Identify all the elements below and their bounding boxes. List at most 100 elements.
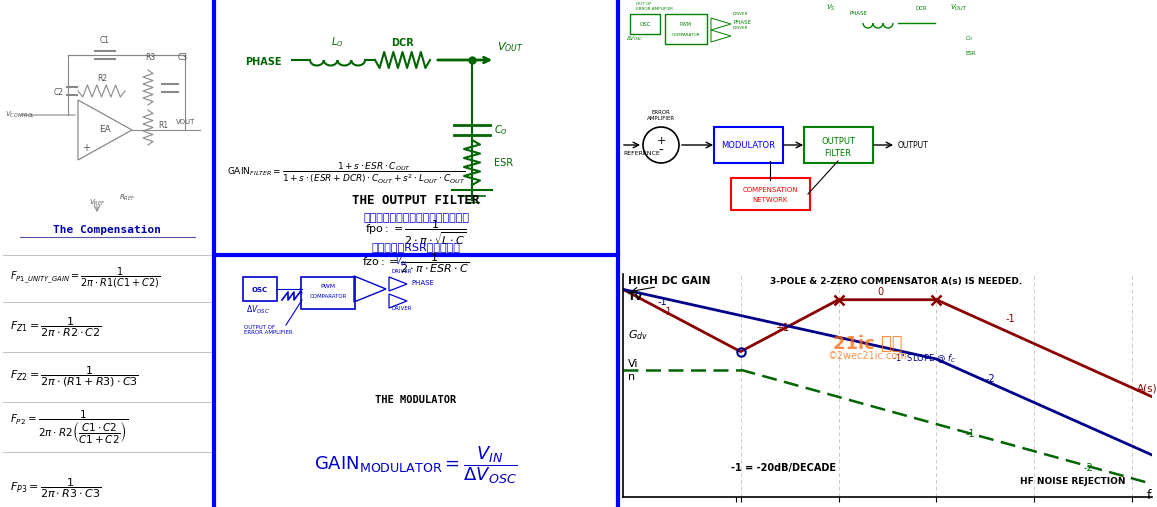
- Text: -: -: [658, 144, 663, 158]
- Text: 由输出电容RSR引起的零点: 由输出电容RSR引起的零点: [371, 242, 460, 252]
- Text: $F_{Z1} = \dfrac{1}{2\pi \cdot R2 \cdot C2}$: $F_{Z1} = \dfrac{1}{2\pi \cdot R2 \cdot …: [10, 315, 102, 339]
- Text: $R_1$: $R_1$: [641, 289, 649, 298]
- Text: A(s): A(s): [1137, 383, 1157, 393]
- Text: DRIVER: DRIVER: [391, 269, 412, 274]
- FancyBboxPatch shape: [243, 277, 277, 301]
- Text: NETWORK: NETWORK: [752, 197, 788, 203]
- Text: 3-POLE & 2-ZERO COMPENSATOR A(s) IS NEEDED.: 3-POLE & 2-ZERO COMPENSATOR A(s) IS NEED…: [769, 277, 1022, 286]
- Text: C1: C1: [100, 36, 110, 45]
- Text: $V_{REF}$: $V_{REF}$: [89, 198, 105, 208]
- Text: $C_2$: $C_2$: [686, 284, 694, 293]
- FancyBboxPatch shape: [731, 178, 810, 210]
- Text: $\Delta V_{OSC}$: $\Delta V_{OSC}$: [246, 303, 270, 315]
- Text: OSC: OSC: [252, 287, 268, 293]
- Text: +: +: [656, 136, 665, 146]
- Text: DCR: DCR: [391, 38, 414, 48]
- Text: $L_O$: $L_O$: [331, 35, 344, 49]
- Text: $V_{OUT}$: $V_{OUT}$: [950, 3, 967, 13]
- Text: COMPARATOR: COMPARATOR: [672, 33, 700, 37]
- Text: $V_{CONTROL}$: $V_{CONTROL}$: [5, 110, 36, 120]
- Text: PHASE: PHASE: [411, 280, 434, 286]
- Text: MODULATOR: MODULATOR: [721, 140, 775, 150]
- Text: OUTPUT OF
ERROR AMPLIFIER: OUTPUT OF ERROR AMPLIFIER: [244, 324, 293, 336]
- Text: $V_{REF}$: $V_{REF}$: [876, 309, 889, 318]
- Text: VOUT: VOUT: [176, 119, 196, 125]
- Text: HIGH DC GAIN: HIGH DC GAIN: [628, 276, 710, 286]
- Text: $\mathrm{fzo} := \dfrac{1}{2 \cdot \pi \cdot ESR \cdot C}$: $\mathrm{fzo} := \dfrac{1}{2 \cdot \pi \…: [362, 251, 470, 275]
- Text: Tv: Tv: [628, 292, 643, 302]
- Text: $\mathrm{GAIN}_{FILTER} = \dfrac{1 + s \cdot ESR \cdot C_{OUT}}{1 + s \cdot (ESR: $\mathrm{GAIN}_{FILTER} = \dfrac{1 + s \…: [227, 160, 465, 186]
- Text: $V_{OUT}$: $V_{OUT}$: [816, 284, 832, 293]
- Text: $\mathrm{GAIN}_{\mathrm{MODULATOR}} = \dfrac{V_{IN}}{\Delta V_{OSC}}$: $\mathrm{GAIN}_{\mathrm{MODULATOR}} = \d…: [315, 444, 517, 486]
- Text: EA: EA: [100, 126, 111, 134]
- Text: $G_{dv}$: $G_{dv}$: [628, 329, 648, 342]
- Text: $R_{REF}$: $R_{REF}$: [119, 193, 135, 203]
- Text: C2: C2: [54, 88, 64, 97]
- Text: $F_{P1\_UNITY\_GAIN} = \dfrac{1}{2\pi \cdot R1(C1+C2)}$: $F_{P1\_UNITY\_GAIN} = \dfrac{1}{2\pi \c…: [10, 266, 160, 290]
- Text: $F_{Z2} = \dfrac{1}{2\pi \cdot (R1+R3) \cdot C3}$: $F_{Z2} = \dfrac{1}{2\pi \cdot (R1+R3) \…: [10, 365, 139, 389]
- FancyBboxPatch shape: [665, 14, 707, 44]
- Text: 21ic 电库: 21ic 电库: [833, 335, 902, 353]
- Text: $C_1$: $C_1$: [656, 284, 664, 293]
- Text: COMPARATOR: COMPARATOR: [309, 295, 347, 300]
- Text: $V_S$: $V_S$: [826, 3, 835, 13]
- Text: $\Delta V_{OSC}$: $\Delta V_{OSC}$: [626, 34, 643, 43]
- Text: REFERENCE: REFERENCE: [686, 336, 715, 341]
- Text: -1: -1: [662, 307, 672, 317]
- Text: DRIVER: DRIVER: [734, 26, 749, 30]
- Text: Vi: Vi: [628, 359, 639, 369]
- Text: FILTER: FILTER: [825, 149, 852, 158]
- Text: $V_{OUT}$: $V_{OUT}$: [498, 40, 524, 54]
- Text: +: +: [82, 143, 90, 153]
- Text: -2: -2: [1083, 463, 1093, 473]
- Text: DCR: DCR: [915, 6, 927, 11]
- Text: $R_a$: $R_a$: [846, 284, 854, 293]
- FancyBboxPatch shape: [631, 14, 659, 34]
- Text: $\mathrm{fpo} := \dfrac{1}{2 \cdot \pi \cdot \sqrt{L \cdot C}}$: $\mathrm{fpo} := \dfrac{1}{2 \cdot \pi \…: [366, 219, 467, 247]
- Text: The Compensation: The Compensation: [53, 225, 161, 235]
- Text: PHASE: PHASE: [734, 20, 751, 25]
- Text: $C_O$: $C_O$: [965, 34, 974, 43]
- FancyBboxPatch shape: [714, 127, 783, 163]
- Text: $C_1$: $C_1$: [921, 284, 929, 293]
- Text: DRIVER: DRIVER: [734, 12, 749, 16]
- Text: DRIVER: DRIVER: [391, 306, 412, 311]
- Text: -1: -1: [1005, 314, 1015, 324]
- Text: 由输出滤波电感和电容引起的双极点: 由输出滤波电感和电容引起的双极点: [363, 213, 469, 223]
- Text: $F_{P2} = \dfrac{1}{2\pi \cdot R2 \left(\dfrac{C1 \cdot C2}{C1+C2}\right)}$: $F_{P2} = \dfrac{1}{2\pi \cdot R2 \left(…: [10, 408, 128, 446]
- Text: C3: C3: [178, 53, 189, 62]
- Text: R1: R1: [159, 121, 168, 130]
- Text: ©2wec21ic.com: ©2wec21ic.com: [828, 351, 908, 361]
- Text: THE OUTPUT FILTER: THE OUTPUT FILTER: [352, 194, 480, 206]
- Text: R2: R2: [97, 74, 108, 83]
- Text: HF NOISE REJECTION: HF NOISE REJECTION: [1019, 477, 1126, 486]
- Text: PWM: PWM: [680, 22, 692, 27]
- Text: $R_2$: $R_2$: [671, 284, 679, 293]
- Text: THE MODULATOR: THE MODULATOR: [375, 395, 457, 405]
- Text: REFERENCE: REFERENCE: [622, 151, 659, 156]
- Text: 0: 0: [878, 286, 884, 297]
- Text: $R_b$: $R_b$: [865, 284, 874, 293]
- Text: -2: -2: [986, 374, 995, 384]
- Text: PWM: PWM: [320, 284, 336, 289]
- Text: R3: R3: [145, 53, 155, 62]
- Text: -1: -1: [657, 297, 666, 307]
- Text: $V_{COMP}$: $V_{COMP}$: [966, 298, 987, 308]
- Text: +1: +1: [775, 323, 789, 333]
- Text: $V_{IN}$: $V_{IN}$: [395, 256, 407, 269]
- FancyBboxPatch shape: [804, 127, 874, 163]
- Text: -1" SLOPE @ $f_C$: -1" SLOPE @ $f_C$: [892, 352, 957, 365]
- Text: -1: -1: [966, 429, 975, 439]
- Text: $C_O$: $C_O$: [494, 123, 508, 137]
- Text: f: f: [1147, 489, 1151, 502]
- Text: $F_{P3} = \dfrac{1}{2\pi \cdot R3 \cdot C3}$: $F_{P3} = \dfrac{1}{2\pi \cdot R3 \cdot …: [10, 476, 101, 500]
- Text: ESR: ESR: [494, 158, 513, 167]
- Text: n: n: [628, 372, 635, 382]
- Text: PHASE: PHASE: [245, 57, 281, 67]
- FancyBboxPatch shape: [301, 277, 355, 309]
- Text: COMPENSATION: COMPENSATION: [743, 187, 797, 193]
- Text: ESR: ESR: [965, 51, 975, 56]
- Text: $R_2$: $R_2$: [641, 304, 649, 313]
- Text: $V_{OUT}$: $V_{OUT}$: [631, 309, 647, 318]
- Text: OUTPUT: OUTPUT: [821, 136, 855, 146]
